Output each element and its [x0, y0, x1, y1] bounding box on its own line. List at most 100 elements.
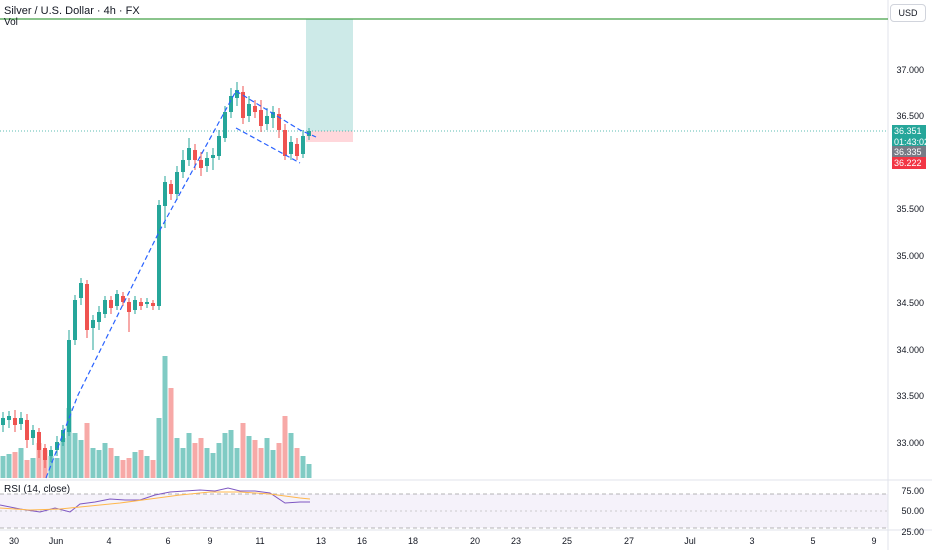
volume-bar [150, 460, 156, 478]
candle-body [205, 158, 209, 166]
volume-bar [102, 443, 108, 478]
candle-body [157, 205, 161, 306]
candle-body [145, 302, 149, 304]
volume-bar [156, 418, 162, 478]
candle-body [133, 300, 137, 310]
candle-body [163, 182, 167, 206]
candle-body [49, 450, 53, 456]
candlesticks [1, 82, 311, 468]
volume-bar [126, 458, 132, 478]
currency-button[interactable]: USD [890, 4, 926, 22]
rsi-level-label: 50.00 [901, 506, 924, 516]
trend-line-flag-bottom[interactable] [235, 127, 301, 164]
candle-body [55, 442, 59, 450]
volume-bar [108, 448, 114, 478]
time-label: 9 [207, 536, 213, 546]
candle-body [115, 294, 119, 306]
volume-bar [252, 440, 258, 478]
volume-bar [174, 438, 180, 478]
volume-bar [306, 464, 312, 478]
price-label: 35.000 [896, 251, 924, 261]
candle-body [223, 112, 227, 138]
volume-bar [0, 456, 6, 478]
rsi-band [0, 494, 888, 528]
time-label: 16 [356, 536, 368, 546]
candle-body [181, 160, 185, 172]
volume-bar [234, 448, 240, 478]
time-label: 18 [407, 536, 419, 546]
time-label: 5 [810, 536, 816, 546]
time-label: 4 [106, 536, 112, 546]
candle-body [97, 312, 101, 322]
time-label: 11 [255, 536, 265, 546]
gray-price-tag: 36.335 [892, 146, 926, 158]
volume-bar [180, 448, 186, 478]
candle-body [229, 96, 233, 112]
volume-bar [96, 450, 102, 478]
price-label: 37.000 [896, 65, 924, 75]
volume-bar [72, 433, 78, 478]
volume-bar [30, 458, 36, 478]
time-label: 25 [561, 536, 573, 546]
candle-body [109, 300, 113, 308]
candle-body [169, 184, 173, 194]
candle-body [211, 155, 215, 158]
volume-bar [204, 448, 210, 478]
rsi-label: RSI (14, close) [4, 484, 71, 495]
candle-body [259, 110, 263, 126]
candle-body [247, 104, 251, 116]
volume-bar [288, 433, 294, 478]
volume-bar [114, 456, 120, 478]
candle-body [61, 430, 65, 442]
chart-title: Silver / U.S. Dollar · 4h · FX [4, 5, 140, 17]
volume-bar [246, 436, 252, 478]
volume-bar [276, 443, 282, 478]
candle-body [289, 142, 293, 154]
rsi-ma-line [0, 491, 311, 511]
volume-bar [210, 453, 216, 478]
volume-bar [186, 433, 192, 478]
volume-bar [138, 450, 144, 478]
time-label: 6 [165, 536, 171, 546]
candle-body [13, 418, 17, 425]
time-label: 3 [749, 536, 755, 546]
trend-line-up[interactable] [45, 90, 237, 479]
volume-bar [270, 450, 276, 478]
volume-bar [198, 438, 204, 478]
price-label: 33.000 [896, 438, 924, 448]
position-profit-zone[interactable] [306, 19, 353, 131]
volume-bar [258, 448, 264, 478]
candle-body [265, 116, 269, 124]
price-label: 34.500 [896, 298, 924, 308]
volume-bar [48, 456, 54, 478]
volume-bar [60, 438, 66, 478]
trend-line-flag-top[interactable] [235, 90, 317, 138]
price-label: 33.500 [896, 391, 924, 401]
time-label: 23 [510, 536, 522, 546]
candle-body [235, 90, 239, 98]
candle-body [193, 150, 197, 160]
price-label: 35.500 [896, 204, 924, 214]
volume-bar [216, 443, 222, 478]
candle-body [91, 320, 95, 328]
candle-body [43, 448, 47, 460]
candle-body [241, 92, 245, 118]
candle-body [253, 106, 257, 112]
volume-bar [66, 408, 72, 478]
position-loss-zone[interactable] [306, 131, 353, 142]
candle-body [271, 112, 275, 118]
rsi-level-label: 25.00 [901, 527, 924, 537]
candle-body [283, 130, 287, 156]
candle-body [217, 136, 221, 156]
candle-body [151, 303, 155, 306]
rsi-line [0, 487, 310, 513]
volume-bar [78, 440, 84, 478]
volume-bar [54, 458, 60, 478]
volume-bar [18, 448, 24, 478]
volume-bar [294, 448, 300, 478]
volume-bar [282, 416, 288, 478]
candle-body [187, 148, 191, 160]
candle-body [121, 296, 125, 302]
volume-bar [240, 423, 246, 478]
